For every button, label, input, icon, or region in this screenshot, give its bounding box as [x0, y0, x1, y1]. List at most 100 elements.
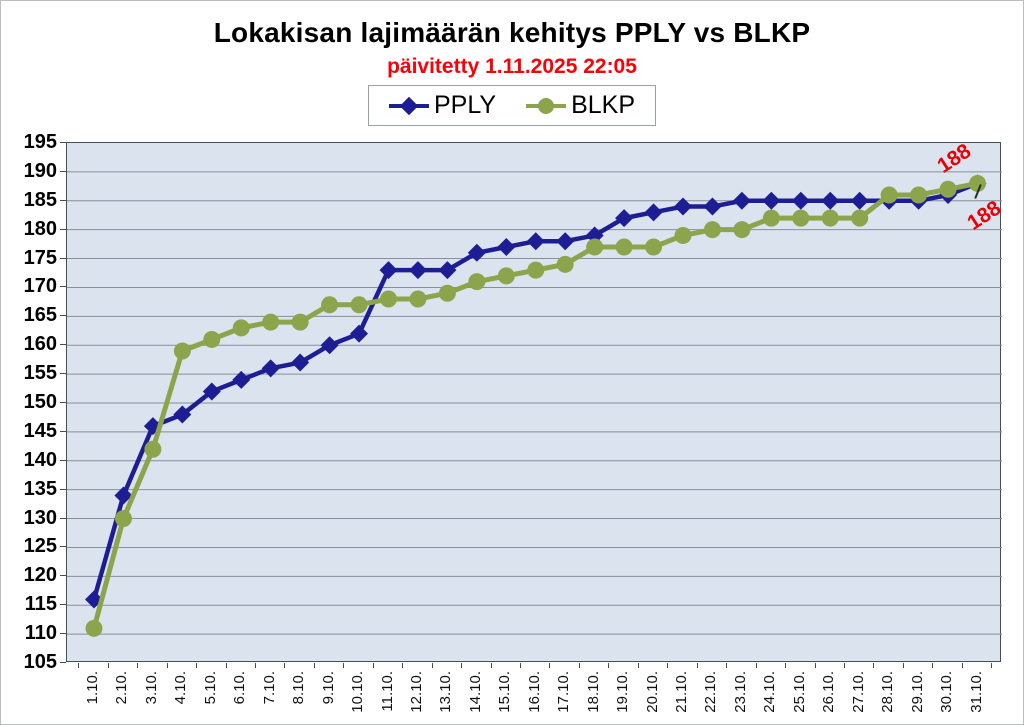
blkp-circle-icon: [538, 97, 555, 114]
y-axis-tick: [60, 575, 66, 577]
legend-label-pply: PPLY: [433, 91, 497, 119]
marker-BLKP-30: [939, 180, 957, 198]
y-axis-tick: [60, 373, 66, 375]
x-axis-tick: [254, 663, 256, 668]
marker-BLKP-12: [409, 290, 427, 308]
x-axis-tick: [78, 663, 80, 668]
x-axis-tick: [902, 663, 904, 668]
marker-BLKP-13: [438, 284, 456, 302]
marker-BLKP-17: [556, 255, 574, 273]
x-axis-label: 12.10.: [407, 671, 425, 713]
x-axis-tick: [696, 663, 698, 668]
marker-BLKP-31: [969, 174, 986, 192]
y-axis-label: 185: [23, 188, 57, 211]
y-axis-tick: [60, 459, 66, 461]
marker-PPLY-20: [644, 203, 663, 222]
marker-PPLY-7: [261, 359, 280, 378]
legend: PPLY BLKP: [367, 85, 657, 126]
x-axis-label: 8.10.: [290, 671, 308, 705]
marker-BLKP-24: [762, 209, 780, 227]
marker-BLKP-22: [703, 221, 721, 239]
y-axis-tick: [60, 199, 66, 201]
y-axis-tick: [60, 286, 66, 288]
x-axis-tick: [578, 663, 580, 668]
y-axis-tick: [60, 170, 66, 172]
marker-BLKP-1: [85, 619, 103, 637]
y-axis-tick: [60, 546, 66, 548]
x-axis-tick: [343, 663, 345, 668]
x-axis-label: 4.10.: [172, 671, 190, 705]
x-axis-tick: [461, 663, 463, 668]
x-axis-label: 9.10.: [319, 671, 337, 705]
marker-BLKP-7: [262, 313, 280, 331]
x-axis-tick: [608, 663, 610, 668]
x-axis-label: 6.10.: [231, 671, 249, 705]
marker-PPLY-8: [291, 353, 310, 372]
marker-PPLY-27: [850, 191, 869, 210]
marker-PPLY-6: [232, 370, 251, 389]
y-axis-tick: [60, 604, 66, 606]
marker-BLKP-2: [114, 510, 132, 528]
x-axis-label: 19.10.: [614, 671, 632, 713]
marker-PPLY-9: [320, 336, 339, 355]
x-axis-tick: [431, 663, 433, 668]
y-axis-tick: [60, 662, 66, 663]
x-axis-label: 29.10.: [908, 671, 926, 713]
x-axis-tick: [313, 663, 315, 668]
marker-BLKP-6: [232, 319, 250, 337]
marker-BLKP-10: [350, 296, 368, 314]
y-axis-label: 135: [23, 477, 57, 500]
series-svg: [67, 171, 1002, 637]
y-axis-label: 175: [23, 246, 57, 269]
y-axis-label: 170: [23, 275, 57, 298]
marker-BLKP-4: [173, 342, 191, 360]
y-axis-tick: [60, 257, 66, 259]
x-axis-label: 11.10.: [378, 671, 396, 712]
marker-BLKP-18: [586, 238, 604, 256]
marker-BLKP-3: [144, 440, 162, 458]
marker-BLKP-19: [615, 238, 633, 256]
x-axis-tick: [873, 663, 875, 668]
x-axis-label: 13.10.: [437, 671, 455, 713]
y-axis-tick: [60, 228, 66, 230]
x-axis-tick: [961, 663, 963, 668]
blkp-line-sample: [526, 97, 567, 114]
x-axis-tick: [549, 663, 551, 668]
x-axis-label: 2.10.: [113, 671, 131, 705]
marker-PPLY-4: [173, 405, 192, 424]
marker-BLKP-16: [527, 261, 545, 279]
x-axis-label: 26.10.: [820, 671, 838, 713]
y-axis-tick: [60, 517, 66, 519]
legend-label-blkp: BLKP: [571, 91, 636, 119]
y-axis-label: 140: [23, 448, 57, 471]
x-axis-tick: [726, 663, 728, 668]
x-axis-tick: [284, 663, 286, 668]
marker-PPLY-15: [497, 238, 516, 256]
y-axis-label: 145: [23, 419, 57, 442]
marker-BLKP-15: [497, 267, 515, 285]
marker-PPLY-5: [202, 382, 221, 401]
x-axis-tick: [755, 663, 757, 668]
x-axis-label: 16.10.: [525, 671, 543, 713]
y-axis-label: 120: [23, 564, 57, 587]
legend-item-blkp: BLKP: [526, 91, 635, 120]
x-axis-tick: [520, 663, 522, 668]
y-axis-label: 195: [23, 131, 57, 153]
x-axis-tick: [814, 663, 816, 668]
x-axis-label: 17.10.: [555, 671, 573, 713]
marker-BLKP-9: [321, 296, 339, 314]
marker-PPLY-2: [114, 486, 133, 505]
y-axis-label: 180: [23, 217, 57, 240]
y-axis-tick: [60, 633, 66, 635]
y-axis-label: 125: [23, 535, 57, 558]
x-axis-tick: [932, 663, 934, 668]
y-axis-label: 110: [24, 622, 57, 645]
marker-PPLY-14: [467, 243, 486, 262]
marker-BLKP-8: [291, 313, 309, 331]
x-axis-label: 3.10.: [142, 671, 160, 705]
marker-PPLY-25: [791, 191, 810, 210]
x-axis-label: 15.10.: [496, 671, 514, 713]
marker-BLKP-20: [645, 238, 663, 256]
x-axis-label: 20.10.: [643, 671, 661, 713]
